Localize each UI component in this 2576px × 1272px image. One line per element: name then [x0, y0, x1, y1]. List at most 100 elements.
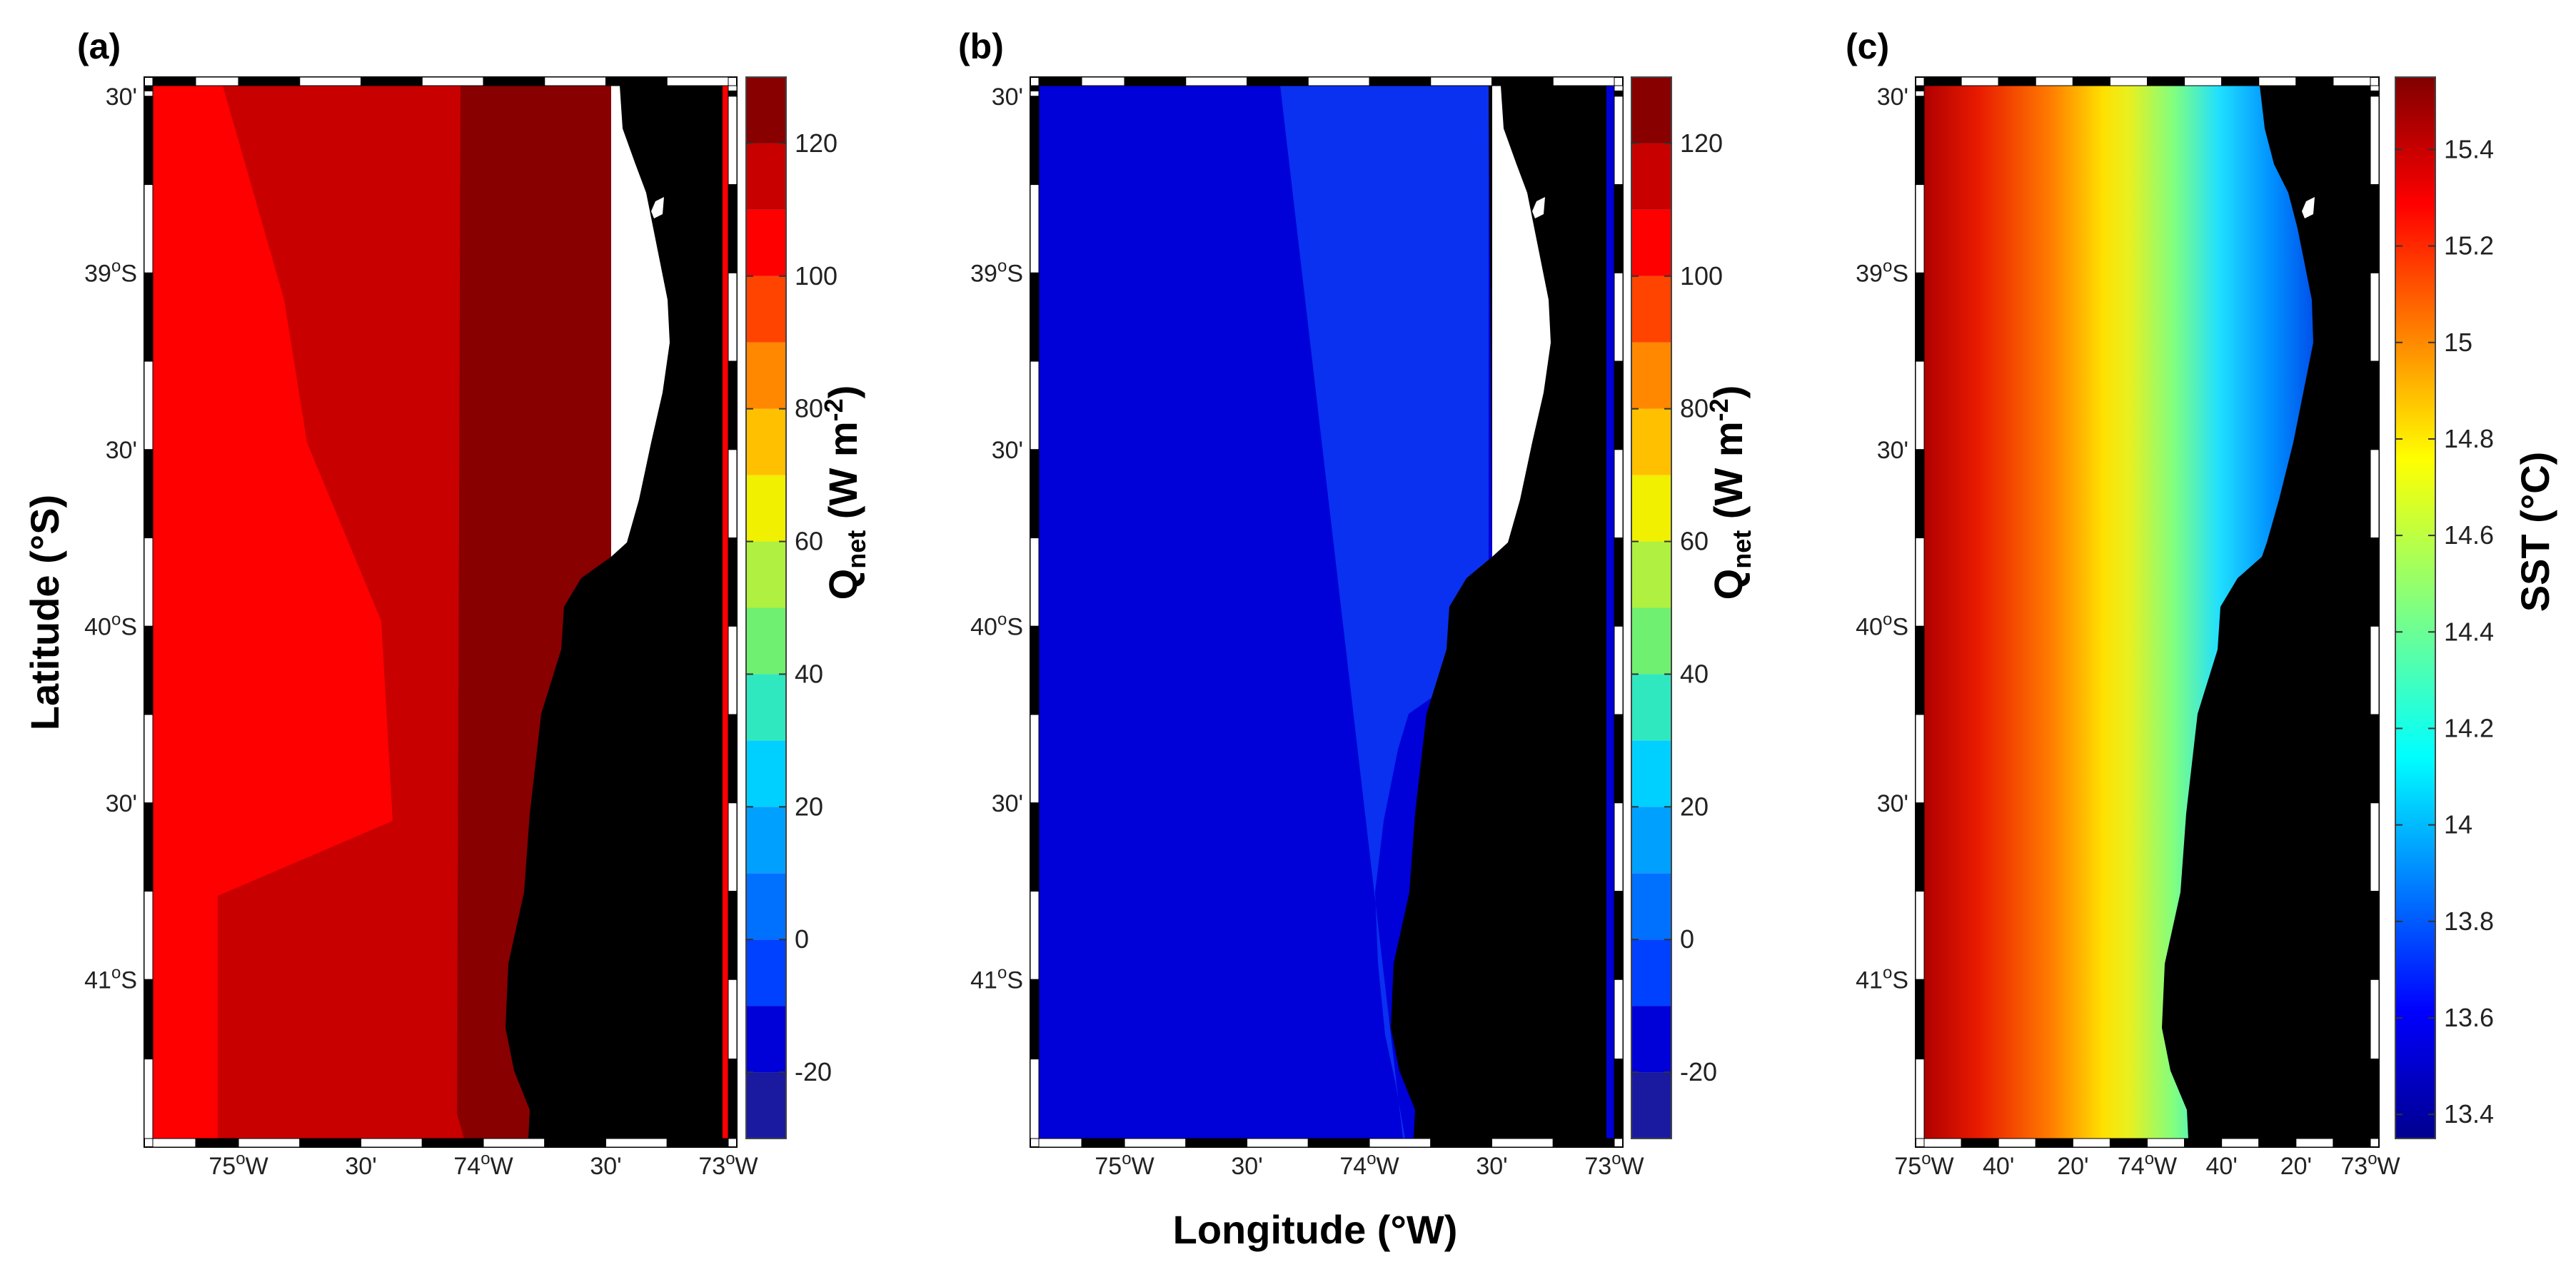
lat-tick-label: 39oS — [1856, 256, 1908, 287]
frame-segment — [1030, 625, 1040, 715]
frame-segment — [2035, 1138, 2073, 1148]
colorbar-tick-label: 60 — [795, 527, 823, 556]
panel-a-frame — [144, 76, 738, 1148]
frame-segment — [2370, 802, 2380, 892]
frame-segment — [1923, 76, 1962, 86]
frame-segment — [1030, 1059, 1040, 1139]
frame-segment — [2370, 537, 2380, 627]
frame-segment — [2370, 714, 2380, 804]
colorbar-tick-label: 13.8 — [2444, 907, 2494, 936]
panel-b-frame — [1030, 76, 1624, 1148]
frame-segment — [1614, 272, 1624, 362]
frame-segment — [1614, 1059, 1624, 1139]
frame-segment — [2333, 1138, 2371, 1148]
frame-segment — [144, 90, 154, 97]
frame-segment — [2109, 1138, 2148, 1148]
colorbar-tick-label: 80 — [795, 394, 823, 423]
panel-b-island — [1532, 197, 1545, 218]
lon-tick-label: 75oW — [1095, 1149, 1154, 1180]
frame-segment — [195, 1138, 239, 1148]
colorbar-tick-label: 13.6 — [2444, 1003, 2494, 1032]
lon-tick-label: 20' — [2280, 1153, 2312, 1180]
panel-a-label: (a) — [77, 26, 121, 66]
colorbar-segment — [1631, 1072, 1671, 1139]
panel-a-map — [153, 86, 728, 1139]
frame-segment — [144, 979, 154, 1060]
panel-c-lon-ticks: 75oW 40' 20' 74oW 40' 20' 73oW — [1894, 1149, 2400, 1180]
panel-c-lat-ticks: 30' 39oS 30' 40oS 30' 41oS — [1856, 84, 1908, 994]
colorbar-tick-label: 15 — [2444, 328, 2472, 357]
colorbar-tick-label: -20 — [795, 1057, 832, 1086]
frame-segment — [421, 76, 484, 86]
frame-segment — [728, 625, 738, 715]
frame-segment — [195, 76, 239, 86]
panel-a-lat-ticks: 30' 39oS 30' 40oS 30' 41oS — [84, 84, 137, 994]
frame-segment — [361, 1138, 423, 1148]
frame-segment — [1552, 76, 1615, 86]
frame-segment — [728, 802, 738, 892]
colorbar-tick-label: 60 — [1680, 527, 1709, 556]
frame-segment — [299, 76, 362, 86]
colorbar-tick-label: 120 — [795, 128, 837, 158]
frame-segment — [1369, 76, 1432, 86]
frame-segment — [1614, 714, 1624, 804]
panel-b-map — [1039, 86, 1614, 1139]
frame-segment — [2258, 76, 2297, 86]
lon-tick-label: 75oW — [208, 1149, 268, 1180]
frame-segment — [2370, 85, 2380, 91]
panel-a: 30' 39oS 30' 40oS 30' 41oS 75oW 30' 74oW 30' 73oW… — [77, 26, 871, 1180]
frame-segment — [2370, 1059, 2380, 1139]
frame-segment — [728, 90, 738, 97]
frame-segment — [728, 714, 738, 804]
frame-segment — [1030, 272, 1040, 362]
frame-segment — [2221, 1138, 2260, 1148]
panel-c-map — [1924, 86, 2370, 1139]
lon-tick-label: 73oW — [698, 1149, 758, 1180]
frame-segment — [1915, 184, 1925, 273]
lat-tick-label: 40oS — [84, 610, 137, 640]
panel-b-region-coastal — [1280, 86, 1489, 1139]
colorbar-tick-label: 20 — [795, 792, 823, 821]
frame-segment — [1915, 802, 1925, 892]
colorbar-tick-label: 13.4 — [2444, 1099, 2494, 1129]
panel-b-colorbar: -20 0 20 40 60 80 100 120 — [1631, 76, 1723, 1139]
colorbar-gradient — [2395, 77, 2435, 1139]
frame-segment — [2147, 1138, 2185, 1148]
colorbar-segment — [1631, 873, 1671, 940]
frame-segment — [728, 1059, 738, 1139]
frame-segment — [2221, 76, 2260, 86]
frame-segment — [144, 184, 154, 273]
colorbar-tick-label: 20 — [1680, 792, 1709, 821]
frame-segment — [1030, 85, 1040, 91]
frame-segment — [144, 272, 154, 362]
colorbar-segment — [746, 740, 786, 807]
colorbar-segment — [1631, 607, 1671, 675]
lon-tick-label: 30' — [1231, 1153, 1262, 1180]
frame-segment — [2333, 76, 2371, 86]
frame-segment — [238, 76, 301, 86]
frame-segment — [1552, 1138, 1615, 1148]
frame-segment — [1923, 1138, 1962, 1148]
lon-tick-label: 40' — [2206, 1153, 2238, 1180]
frame-segment — [1247, 76, 1309, 86]
lon-tick-label: 30' — [1476, 1153, 1507, 1180]
colorbar-segment — [746, 276, 786, 343]
frame-segment — [1961, 1138, 1999, 1148]
lon-tick-label: 30' — [590, 1153, 621, 1180]
frame-segment — [1614, 537, 1624, 627]
frame-segment — [144, 891, 154, 980]
colorbar-segment — [1631, 276, 1671, 343]
colorbar-segment — [1631, 740, 1671, 807]
frame-segment — [152, 76, 196, 86]
frame-segment — [2370, 184, 2380, 273]
frame-segment — [1614, 449, 1624, 539]
frame-segment — [361, 76, 423, 86]
frame-segment — [1030, 360, 1040, 450]
frame-segment — [605, 76, 668, 86]
colorbar-tick-label: 100 — [1680, 261, 1723, 291]
colorbar-segment — [746, 873, 786, 940]
frame-segment — [152, 1138, 196, 1148]
lat-tick-label: 30' — [106, 437, 137, 464]
frame-segment — [1430, 76, 1493, 86]
lon-tick-label: 73oW — [2340, 1149, 2400, 1180]
